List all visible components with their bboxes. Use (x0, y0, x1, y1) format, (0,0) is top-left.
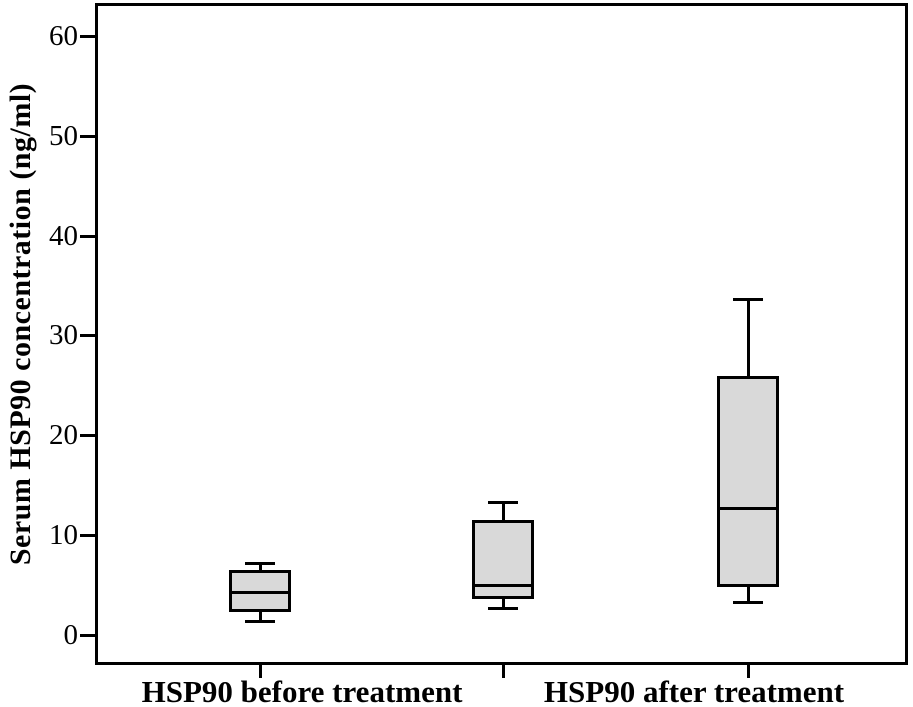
y-tick-label: 60 (49, 20, 78, 53)
boxplot-box (717, 376, 779, 587)
y-axis-tick (80, 434, 95, 438)
y-axis-tick (80, 234, 95, 238)
whisker-cap-lower (488, 606, 518, 610)
boxplot-box (229, 569, 291, 612)
y-tick-label: 20 (49, 419, 78, 452)
whisker-upper (746, 299, 750, 378)
y-tick-label: 0 (63, 618, 79, 651)
y-axis-tick (80, 135, 95, 139)
x-axis-tick (746, 665, 750, 678)
x-axis-label-after-treatment: HSP90 after treatment (543, 674, 845, 707)
whisker-cap-lower (245, 619, 275, 623)
y-tick-label: 30 (49, 319, 78, 352)
x-axis-label-before-treatment: HSP90 before treatment (141, 674, 463, 707)
whisker-upper (501, 502, 505, 522)
y-axis-tick (80, 35, 95, 39)
whisker-cap-upper (733, 297, 763, 301)
whisker-upper (258, 563, 262, 572)
y-axis-tick (80, 334, 95, 338)
whisker-lower (501, 597, 505, 609)
y-tick-label: 10 (49, 518, 78, 551)
y-axis-tick (80, 533, 95, 537)
whisker-lower (258, 610, 262, 622)
x-axis-tick (258, 665, 262, 678)
plot-frame (95, 3, 908, 665)
median-line (717, 506, 779, 510)
x-axis-tick (501, 665, 505, 678)
y-tick-label: 40 (49, 219, 78, 252)
y-axis-tick (80, 633, 95, 637)
whisker-cap-lower (733, 600, 763, 604)
y-tick-label: 50 (49, 120, 78, 153)
whisker-lower (746, 585, 750, 603)
whisker-cap-upper (488, 500, 518, 504)
median-line (472, 583, 534, 587)
whisker-cap-upper (245, 561, 275, 565)
boxplot-box (472, 519, 534, 599)
median-line (229, 590, 291, 594)
